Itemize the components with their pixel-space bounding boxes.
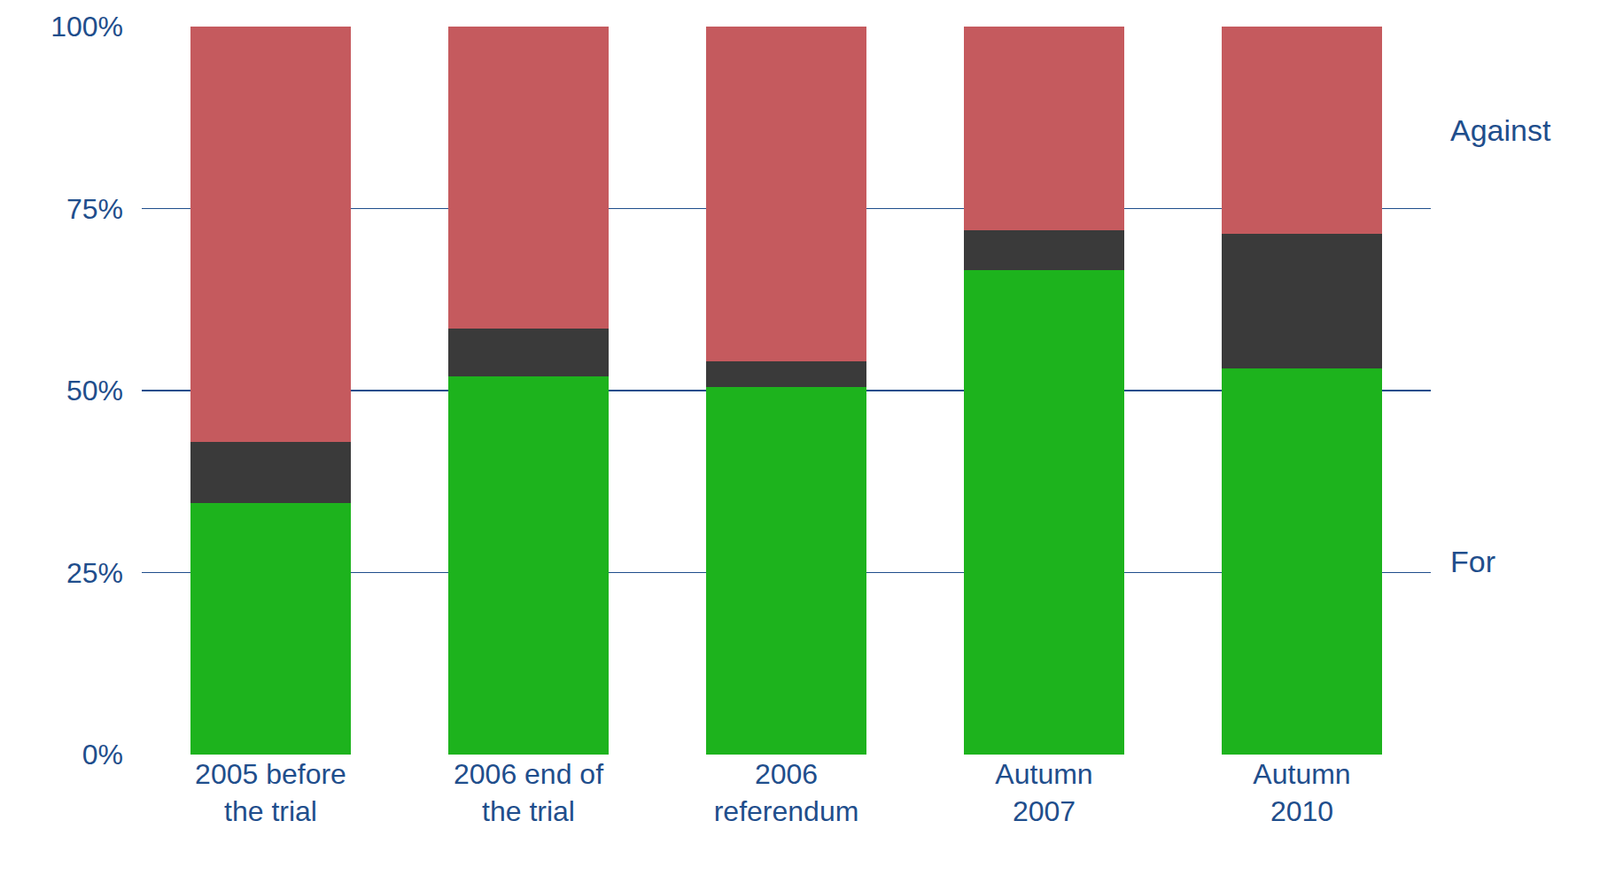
svg-text:100%: 100% bbox=[50, 10, 124, 43]
svg-text:2006 end ofthe trial: 2006 end ofthe trial bbox=[453, 758, 604, 828]
svg-text:2006referendum: 2006referendum bbox=[714, 758, 860, 828]
svg-text:0%: 0% bbox=[82, 738, 124, 771]
svg-text:Autumn2007: Autumn2007 bbox=[994, 758, 1093, 828]
svg-text:Against: Against bbox=[1450, 113, 1552, 148]
svg-text:25%: 25% bbox=[66, 557, 124, 590]
svg-text:75%: 75% bbox=[66, 193, 124, 226]
svg-text:For: For bbox=[1450, 544, 1496, 579]
svg-text:50%: 50% bbox=[66, 374, 124, 407]
svg-text:2005 beforethe trial: 2005 beforethe trial bbox=[194, 758, 347, 828]
svg-text:Autumn2010: Autumn2010 bbox=[1252, 758, 1351, 828]
